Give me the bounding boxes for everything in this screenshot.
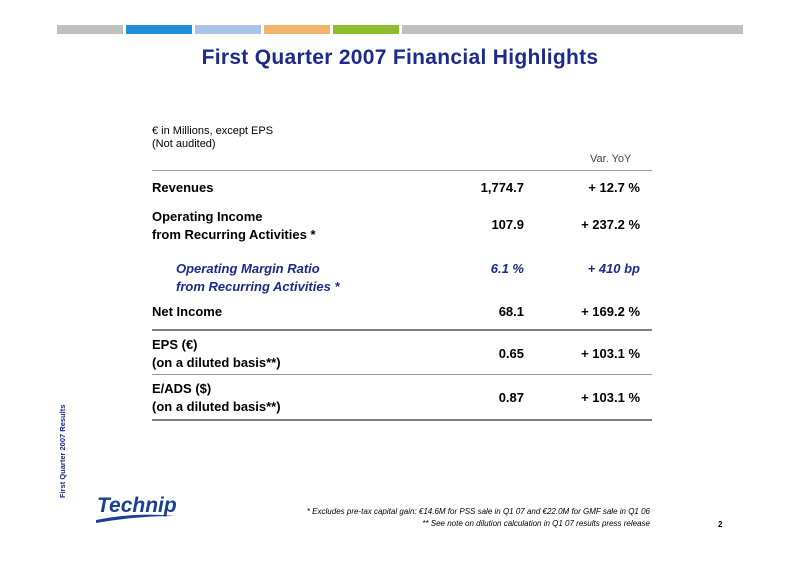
table-row-operating-margin: Operating Margin Ratio from Recurring Ac…: [152, 254, 652, 303]
row-label-line-2: from Recurring Activities *: [176, 279, 340, 294]
row-label-line-2: (on a diluted basis**): [152, 355, 281, 370]
header-color-bar: [57, 25, 743, 34]
variation-column-header: Var. YoY: [590, 153, 632, 165]
logo-swoosh: [96, 514, 175, 523]
color-bar-segment-gray-long: [402, 25, 743, 34]
table-rule: [152, 374, 652, 375]
row-label: E/ADS ($) (on a diluted basis**): [152, 380, 281, 416]
color-bar-segment-blue: [126, 25, 192, 34]
side-caption: First Quarter 2007 Results: [58, 404, 67, 498]
row-value: 107.9: [491, 217, 524, 232]
footnote-2: ** See note on dilution calculation in Q…: [422, 519, 650, 528]
color-bar-segment-green: [333, 25, 399, 34]
logo-wordmark: Technip: [97, 494, 177, 517]
row-variation: + 169.2 %: [581, 304, 640, 319]
units-line-1: € in Millions, except EPS: [152, 125, 274, 137]
row-value: 0.87: [498, 390, 524, 405]
color-bar-segment-gray: [57, 25, 123, 34]
technip-logo: Technip: [95, 490, 177, 529]
table-row-operating-income: Operating Income from Recurring Activiti…: [152, 204, 652, 254]
units-note: € in Millions, except EPS (Not audited): [152, 125, 273, 151]
units-line-2: (Not audited): [152, 138, 216, 150]
row-label-line-1: Operating Income: [152, 209, 263, 224]
table-row-net-income: Net Income 68.1 + 169.2 %: [152, 303, 652, 329]
table-bottom-rule: [152, 419, 652, 421]
row-label-line-1: EPS (€): [152, 337, 198, 352]
row-value: 1,774.7: [480, 180, 524, 195]
page-number: 2: [718, 520, 723, 529]
row-variation: + 237.2 %: [581, 217, 640, 232]
row-label: Operating Income from Recurring Activiti…: [152, 208, 316, 244]
technip-logo-graphic: Technip: [96, 494, 177, 523]
row-label-line-2: (on a diluted basis**): [152, 399, 281, 414]
financial-highlights-table: Revenues 1,774.7 + 12.7 % Operating Inco…: [152, 170, 652, 421]
row-variation: + 103.1 %: [581, 390, 640, 405]
row-label: Net Income: [152, 304, 223, 319]
row-variation: + 12.7 %: [588, 180, 640, 195]
table-row-eads: E/ADS ($) (on a diluted basis**) 0.87 + …: [152, 375, 652, 419]
table-row-revenues: Revenues 1,774.7 + 12.7 %: [152, 171, 652, 204]
row-label-line-1: Operating Margin Ratio: [176, 261, 320, 276]
row-label-line-2: from Recurring Activities *: [152, 227, 316, 242]
row-value: 68.1: [498, 304, 524, 319]
row-label: Revenues: [152, 180, 214, 195]
row-value: 0.65: [498, 346, 524, 361]
row-variation: + 410 bp: [587, 261, 640, 276]
row-label: EPS (€) (on a diluted basis**): [152, 336, 281, 372]
color-bar-segment-orange: [264, 25, 330, 34]
row-label: Operating Margin Ratio from Recurring Ac…: [176, 260, 340, 296]
page-title: First Quarter 2007 Financial Highlights: [201, 46, 599, 69]
table-top-rule: [152, 170, 652, 171]
color-bar-segment-lightblue: [195, 25, 261, 34]
row-value: 6.1 %: [490, 261, 524, 276]
table-rule: [152, 329, 652, 331]
row-label-line-1: E/ADS ($): [152, 381, 212, 396]
table-row-eps: EPS (€) (on a diluted basis**) 0.65 + 10…: [152, 331, 652, 374]
footnote-1: * Excludes pre-tax capital gain: €14.6M …: [306, 507, 650, 516]
row-variation: + 103.1 %: [581, 346, 640, 361]
